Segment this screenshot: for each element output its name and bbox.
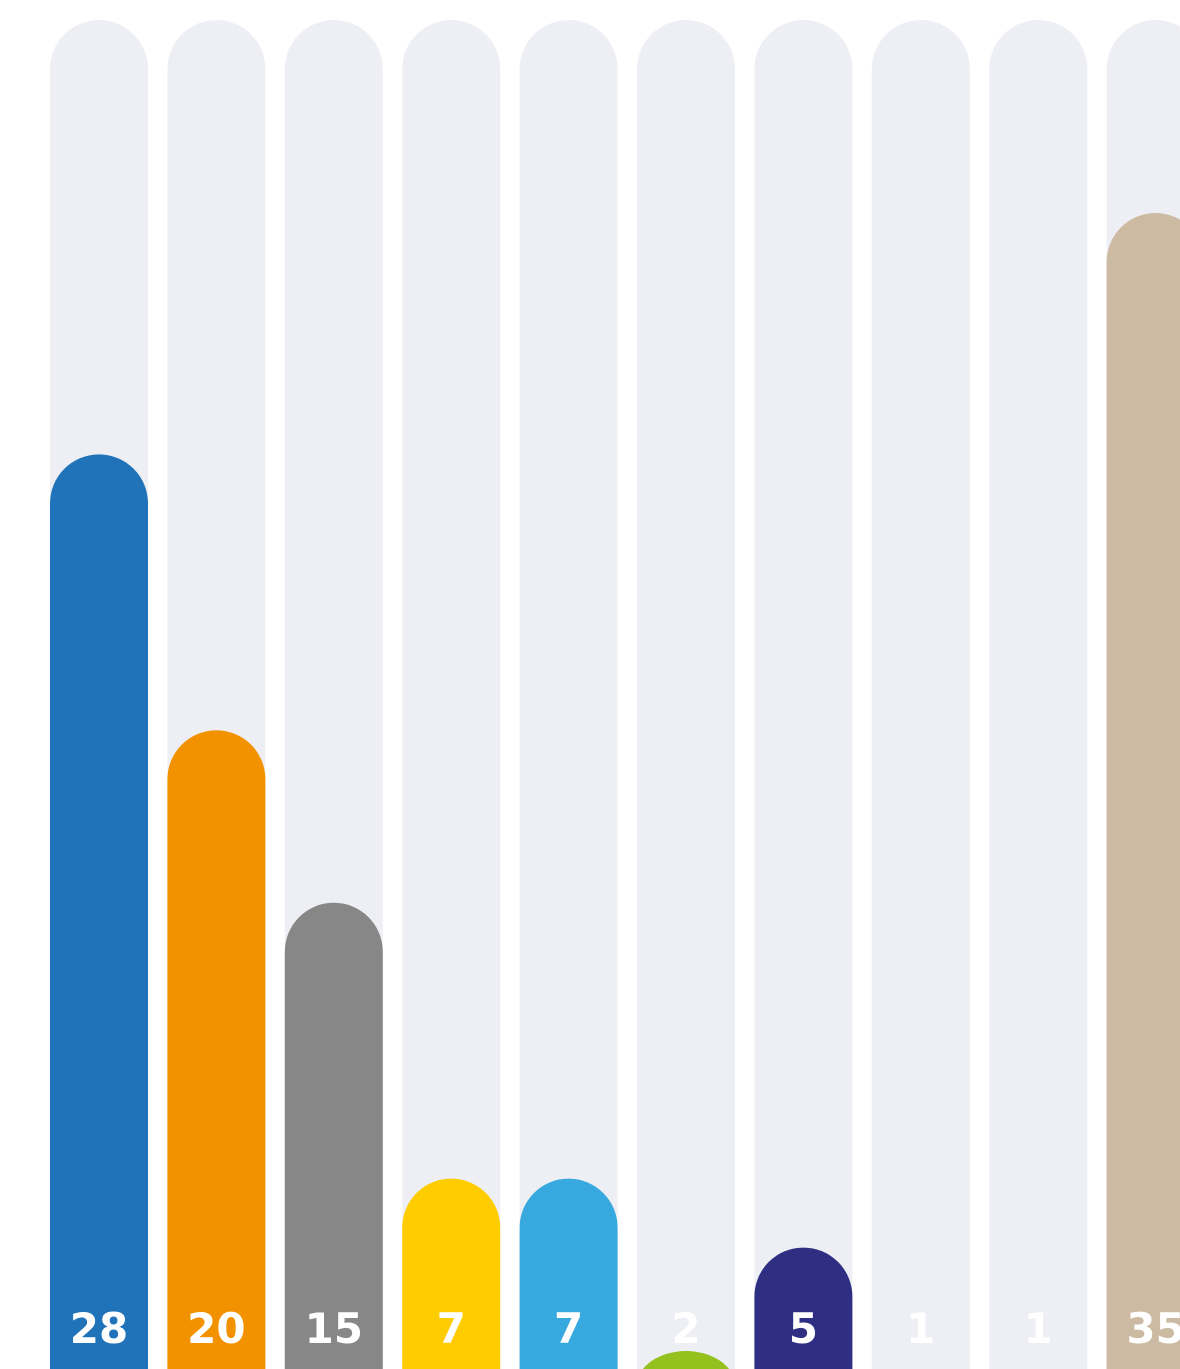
bar-value-label-1: 28 <box>70 1304 128 1353</box>
bar-value-label-7: 5 <box>789 1304 818 1353</box>
bar-10 <box>1106 213 1180 1369</box>
bar-value-label-10: 35 <box>1126 1304 1180 1353</box>
bar-track-4 <box>402 20 501 1369</box>
bar-3 <box>284 902 383 1369</box>
bar-value-label-6: 2 <box>671 1304 700 1353</box>
bar-track-5 <box>519 20 618 1369</box>
bar-value-label-5: 7 <box>554 1304 583 1353</box>
bars <box>50 213 1180 1369</box>
bar-7 <box>754 1247 853 1369</box>
bar-value-label-9: 1 <box>1024 1304 1053 1353</box>
bar-4 <box>402 1178 501 1369</box>
bar-value-label-3: 15 <box>305 1304 363 1353</box>
bar-track-9 <box>989 20 1088 1369</box>
bar-2 <box>167 730 266 1369</box>
bar-value-label-2: 20 <box>187 1304 245 1353</box>
bar-1 <box>50 454 148 1369</box>
bar-value-label-4: 7 <box>437 1304 466 1353</box>
bar-value-label-8: 1 <box>906 1304 935 1353</box>
bar-value-labels: 28 20 15 7 7 2 5 1 1 35 <box>70 1304 1180 1353</box>
bar-track-6 <box>637 20 735 1369</box>
bar-track-7 <box>754 20 853 1369</box>
bar-5 <box>519 1178 618 1369</box>
bar-6 <box>642 1351 730 1369</box>
bar-track-8 <box>871 20 970 1369</box>
